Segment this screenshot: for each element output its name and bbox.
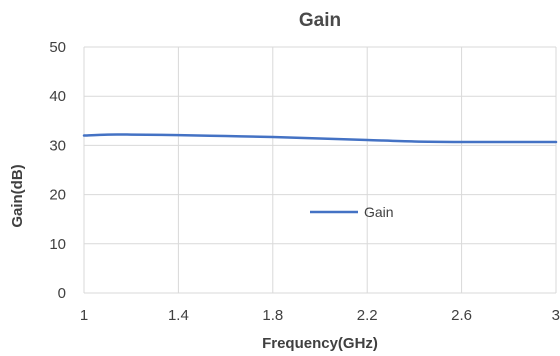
x-tick-label: 2.2 [357, 307, 378, 324]
tick-labels: 0 10 20 30 40 50 1 1.4 1.8 2.2 2.6 3 [49, 39, 560, 324]
x-axis-title: Frequency(GHz) [262, 335, 378, 352]
chart-title: Gain [299, 10, 341, 31]
y-tick-label: 40 [49, 88, 66, 105]
grid-lines [83, 46, 557, 294]
y-axis-title: Gain(dB) [9, 164, 26, 227]
y-tick-label: 20 [49, 187, 66, 204]
x-tick-label: 3 [552, 307, 560, 324]
y-tick-label: 50 [49, 39, 66, 56]
series-line-gain [82, 133, 558, 144]
x-tick-label: 1.4 [168, 307, 189, 324]
x-tick-label: 2.6 [451, 307, 472, 324]
legend: Gain [310, 204, 394, 220]
legend-label-gain: Gain [364, 204, 394, 220]
y-tick-label: 0 [58, 285, 66, 302]
y-tick-label: 10 [49, 236, 66, 253]
x-tick-label: 1 [80, 307, 88, 324]
x-tick-label: 1.8 [262, 307, 283, 324]
y-tick-label: 30 [49, 137, 66, 154]
series-lines [82, 133, 558, 144]
